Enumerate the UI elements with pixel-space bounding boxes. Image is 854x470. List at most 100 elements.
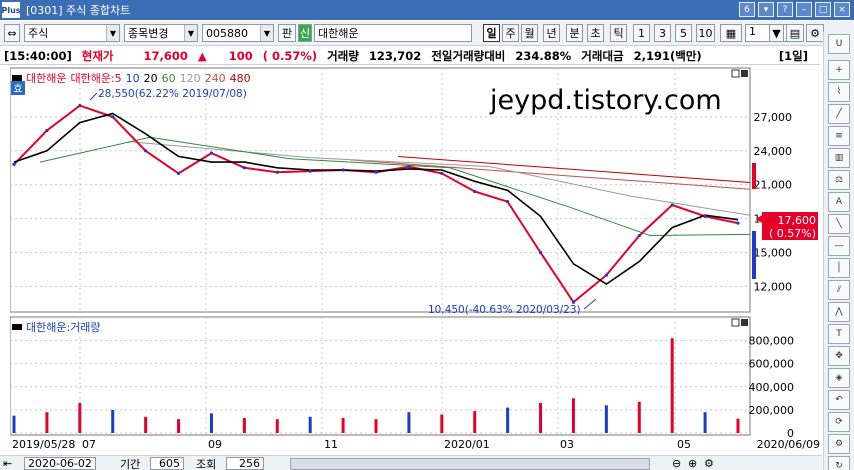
interval-5-button[interactable]: 5 xyxy=(675,24,692,42)
volume-bar xyxy=(177,419,181,433)
stock-name-field[interactable]: 대한해운 xyxy=(314,24,472,42)
legend-ma-prefix: 대한해운:5 xyxy=(70,72,122,85)
window-controls: 6 ▾ ? – □ × xyxy=(739,2,850,17)
volume-bar xyxy=(12,415,16,433)
period-week-button[interactable]: 주 xyxy=(502,24,519,42)
price-point xyxy=(374,170,378,174)
interval-10-button[interactable]: 10 xyxy=(696,24,715,42)
minimize-button[interactable]: – xyxy=(796,2,812,17)
close-button[interactable]: × xyxy=(834,2,850,17)
undo-icon[interactable]: ↶ xyxy=(828,390,850,410)
legend-ma-10: 10 xyxy=(125,71,140,85)
scroll-start-icon[interactable]: ⇤ xyxy=(3,457,13,470)
indicator-icon[interactable]: ⌇ xyxy=(828,82,850,102)
period-label: 기간 xyxy=(120,457,141,470)
refresh-icon[interactable]: ⟳ xyxy=(828,412,850,432)
volume-bar xyxy=(275,419,279,433)
tab-count-button[interactable]: 6 xyxy=(739,2,755,17)
add-tool-icon[interactable]: + xyxy=(828,60,850,80)
fibonacci-icon[interactable]: ≡ xyxy=(828,126,850,146)
stock-code-input[interactable]: 005880 ▼ xyxy=(202,24,274,42)
trend-line-icon[interactable]: ╲ xyxy=(828,214,850,234)
channel-icon[interactable]: ⫽ xyxy=(828,280,850,300)
interval-1-button[interactable]: 1 xyxy=(633,24,650,42)
line-draw-icon[interactable]: ╱ xyxy=(828,104,850,124)
maximize-button[interactable]: □ xyxy=(815,2,831,17)
help-button[interactable]: ? xyxy=(777,2,793,17)
volume-panel-close-icon[interactable] xyxy=(741,319,748,326)
indicator-tag[interactable] xyxy=(11,81,25,95)
chevron-down-icon: ▼ xyxy=(260,25,273,41)
period-tick-button[interactable]: 틱 xyxy=(610,24,627,42)
period-second-button[interactable]: 초 xyxy=(587,24,604,42)
amount-label: 거래대금 xyxy=(581,48,624,63)
market-select[interactable]: 주식 ▼ xyxy=(24,24,120,42)
volume-bars xyxy=(12,338,740,433)
link-icon[interactable]: ⇔ xyxy=(4,24,20,42)
price-point xyxy=(670,203,674,207)
price-tick-label: 21,000 xyxy=(754,179,793,192)
mark-icon[interactable]: ◈ xyxy=(828,368,850,388)
pan-button[interactable]: 판 xyxy=(278,24,296,42)
auto-icon[interactable]: A xyxy=(828,192,850,212)
price-panel-frame xyxy=(9,67,751,313)
menu-dropdown-button[interactable]: ▾ xyxy=(758,2,774,17)
volume-bar xyxy=(571,398,575,433)
period-minute-button[interactable]: 분 xyxy=(566,24,583,42)
volume-bar xyxy=(736,418,740,433)
chart-settings-icon[interactable]: ⚙ xyxy=(704,457,714,470)
date-tick-label: 03 xyxy=(560,438,574,451)
arrow-icon[interactable]: ↻ xyxy=(828,456,850,470)
settings-icon[interactable]: ⚙ xyxy=(828,434,850,454)
prev-volume-label: 전일거래량대비 xyxy=(431,48,506,63)
window-title: [0301] 주식 종합차트 xyxy=(26,4,131,17)
vertical-line-icon[interactable]: │ xyxy=(828,258,850,278)
lookup-label: 조회 xyxy=(196,457,217,470)
date-tick-label: 09 xyxy=(208,438,222,451)
settings-icon[interactable]: ⚙ xyxy=(806,24,824,42)
text-tool-icon[interactable]: T xyxy=(828,324,850,344)
date-end-label: 2020/06/09 xyxy=(757,438,820,451)
period-field[interactable]: 605 xyxy=(150,457,184,470)
price-point xyxy=(12,162,16,166)
grid-icon[interactable]: ▦ xyxy=(720,24,742,42)
zoom-out-icon[interactable]: ⊖ xyxy=(672,457,682,470)
legend-ma-480: 480 xyxy=(229,71,251,85)
horizontal-line-icon[interactable]: ― xyxy=(828,236,850,256)
pattern-icon[interactable]: ⋀ xyxy=(828,302,850,322)
legend-ma-240: 240 xyxy=(204,71,226,85)
volume-panel-maximize-icon[interactable] xyxy=(731,318,740,327)
date-tick-label: 11 xyxy=(324,438,338,451)
volume-tick-label: 600,000 xyxy=(749,358,795,371)
horizontal-scrollbar[interactable] xyxy=(290,458,650,470)
period-month-button[interactable]: 월 xyxy=(521,24,538,42)
price-tick-label: 12,000 xyxy=(754,280,793,293)
price-point xyxy=(242,166,246,170)
period-year-button[interactable]: 년 xyxy=(543,24,560,42)
bar-chart-icon[interactable]: ▥ xyxy=(828,148,850,168)
credit-badge[interactable]: 신 xyxy=(298,24,312,42)
price-point xyxy=(473,189,477,194)
collapse-icon[interactable]: U xyxy=(828,34,850,54)
drag-icon[interactable]: ✥ xyxy=(828,346,850,366)
legend-ma-60: 60 xyxy=(161,71,176,85)
panel-maximize-icon[interactable] xyxy=(731,69,740,78)
chevron-down-icon[interactable]: ▼ xyxy=(769,24,784,42)
change-stock-select[interactable]: 종목변경 ▼ xyxy=(124,24,198,42)
date-field[interactable]: 2020-06-02 xyxy=(24,457,96,470)
interval-3-button[interactable]: 3 xyxy=(654,24,671,42)
price-point xyxy=(111,115,115,119)
price-point xyxy=(604,273,608,277)
grid-view-icon[interactable]: ▤ xyxy=(786,24,804,42)
period-day-button[interactable]: 일 xyxy=(483,24,500,42)
zoom-in-icon[interactable]: ⊕ xyxy=(688,457,698,470)
volume-bar xyxy=(670,338,674,433)
volume-bar xyxy=(78,402,82,433)
lookup-field[interactable]: 256 xyxy=(226,457,264,470)
current-price-tag xyxy=(762,212,818,240)
scale-icon[interactable]: ⚖ xyxy=(828,170,850,190)
panel-close-icon[interactable] xyxy=(741,70,748,77)
current-price-tag-percent: ( 0.57%) xyxy=(769,227,816,240)
